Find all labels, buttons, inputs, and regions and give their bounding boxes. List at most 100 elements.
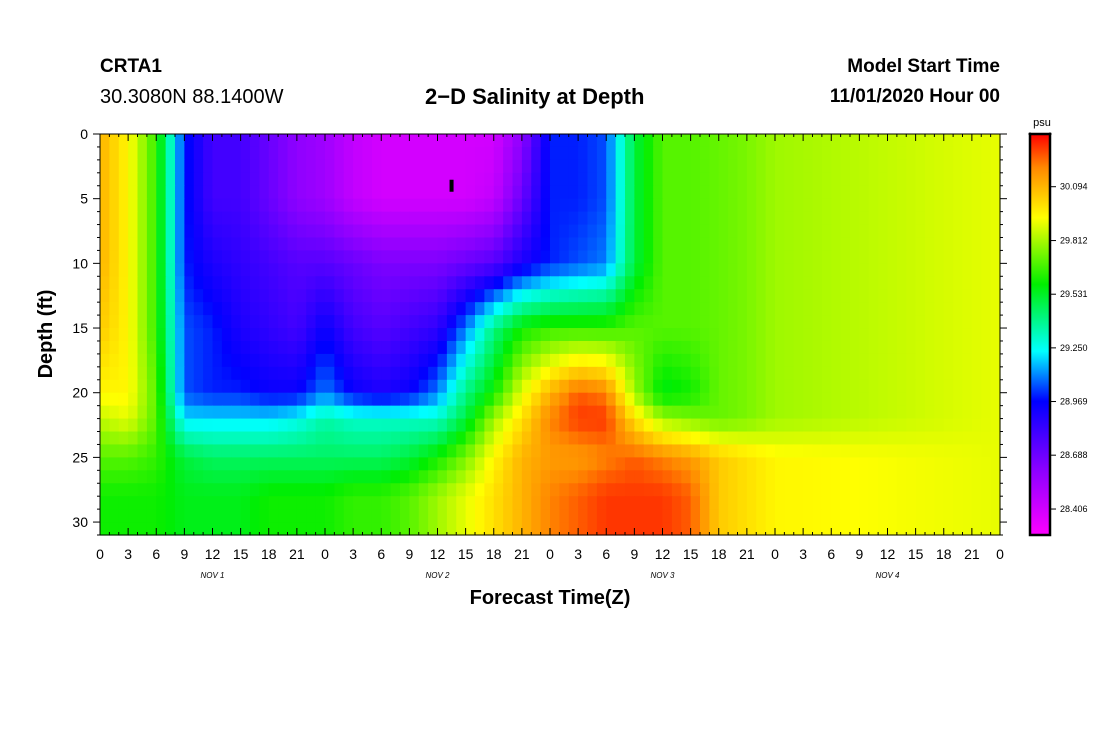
heatmap-cell (118, 198, 129, 213)
heatmap-cell (203, 159, 214, 174)
heatmap-cell (915, 431, 926, 446)
heatmap-cell (943, 302, 954, 316)
heatmap-cell (353, 134, 364, 148)
heatmap-cell (240, 366, 251, 381)
heatmap-cell (165, 418, 176, 433)
heatmap-cell (428, 418, 439, 433)
heatmap-cell (971, 353, 982, 368)
heatmap-cell (268, 483, 279, 497)
heatmap-cell (362, 431, 373, 446)
heatmap-cell (709, 237, 720, 252)
heatmap-cell (156, 185, 167, 200)
heatmap-cell (840, 237, 851, 252)
heatmap-cell (371, 496, 382, 510)
heatmap-cell (803, 431, 814, 446)
heatmap-cell (868, 418, 879, 433)
heatmap-cell (793, 470, 804, 484)
heatmap-cell (503, 315, 514, 329)
heatmap-cell (943, 340, 954, 355)
heatmap-cell (521, 353, 532, 368)
heatmap-cell (793, 340, 804, 355)
heatmap-cell (137, 431, 148, 446)
heatmap-cell (268, 146, 279, 161)
heatmap-cell (634, 146, 645, 161)
heatmap-cell (746, 224, 757, 239)
heatmap-cell (915, 211, 926, 226)
heatmap-cell (793, 483, 804, 497)
heatmap-cell (934, 198, 945, 213)
heatmap-cell (709, 302, 720, 316)
heatmap-cell (259, 457, 270, 471)
heatmap-cell (325, 237, 335, 252)
heatmap-cell (746, 496, 757, 510)
heatmap-cell (353, 237, 364, 252)
heatmap-cell (371, 146, 382, 161)
heatmap-cell (578, 496, 589, 510)
heatmap-cell (821, 224, 832, 239)
heatmap-cell (334, 366, 345, 381)
heatmap-cell (728, 224, 739, 239)
heatmap-cell (156, 366, 167, 381)
heatmap-cell (981, 276, 992, 290)
heatmap-cell (512, 224, 523, 239)
heatmap-cell (371, 366, 382, 381)
heatmap-cell (446, 353, 457, 368)
heatmap-cell (971, 224, 982, 239)
heatmap-cell (343, 289, 354, 303)
heatmap-cell (765, 392, 776, 407)
heatmap-cell (737, 340, 748, 355)
heatmap-cell (709, 470, 720, 484)
heatmap-cell (296, 263, 307, 277)
heatmap-cell (100, 250, 110, 264)
heatmap-cell (746, 146, 757, 161)
heatmap-cell (775, 470, 785, 484)
heatmap-cell (137, 172, 148, 187)
heatmap-cell (568, 392, 579, 407)
heatmap-cell (409, 418, 420, 433)
heatmap-cell (381, 159, 392, 174)
heatmap-cell (587, 328, 598, 342)
heatmap-cell (821, 185, 832, 200)
heatmap-cell (587, 276, 598, 290)
heatmap-cell (728, 328, 739, 342)
heatmap-cell (896, 276, 907, 290)
heatmap-cell (690, 431, 701, 446)
heatmap-cell (146, 185, 157, 200)
heatmap-cell (287, 237, 298, 252)
heatmap-cell (212, 224, 223, 239)
heatmap-cell (109, 159, 120, 174)
heatmap-cell (840, 328, 851, 342)
heatmap-cell (550, 496, 560, 510)
heatmap-cell (531, 289, 542, 303)
heatmap-cell (165, 379, 176, 394)
heatmap-cell (512, 366, 523, 381)
heatmap-cell (343, 340, 354, 355)
heatmap-cell (306, 340, 317, 355)
heatmap-cell (718, 159, 729, 174)
heatmap-cell (803, 185, 814, 200)
heatmap-cell (690, 483, 701, 497)
heatmap-cell (803, 379, 814, 394)
heatmap-cell (803, 418, 814, 433)
heatmap-cell (803, 263, 814, 277)
heatmap-cell (925, 302, 935, 316)
heatmap-cell (606, 431, 617, 446)
heatmap-cell (484, 146, 495, 161)
heatmap-cell (728, 237, 739, 252)
heatmap-cell (493, 250, 504, 264)
heatmap-cell (906, 328, 917, 342)
heatmap-cell (409, 340, 420, 355)
heatmap-cell (193, 470, 204, 484)
heatmap-cell (287, 263, 298, 277)
heatmap-cell (296, 224, 307, 239)
heatmap-cell (456, 483, 467, 497)
heatmap-cell (315, 509, 326, 523)
heatmap-cell (250, 418, 260, 433)
heatmap-cell (409, 392, 420, 407)
heatmap-cell (193, 263, 204, 277)
heatmap-cell (915, 470, 926, 484)
heatmap-cell (203, 470, 214, 484)
heatmap-cell (662, 522, 673, 536)
heatmap-cell (803, 457, 814, 471)
heatmap-cell (503, 328, 514, 342)
